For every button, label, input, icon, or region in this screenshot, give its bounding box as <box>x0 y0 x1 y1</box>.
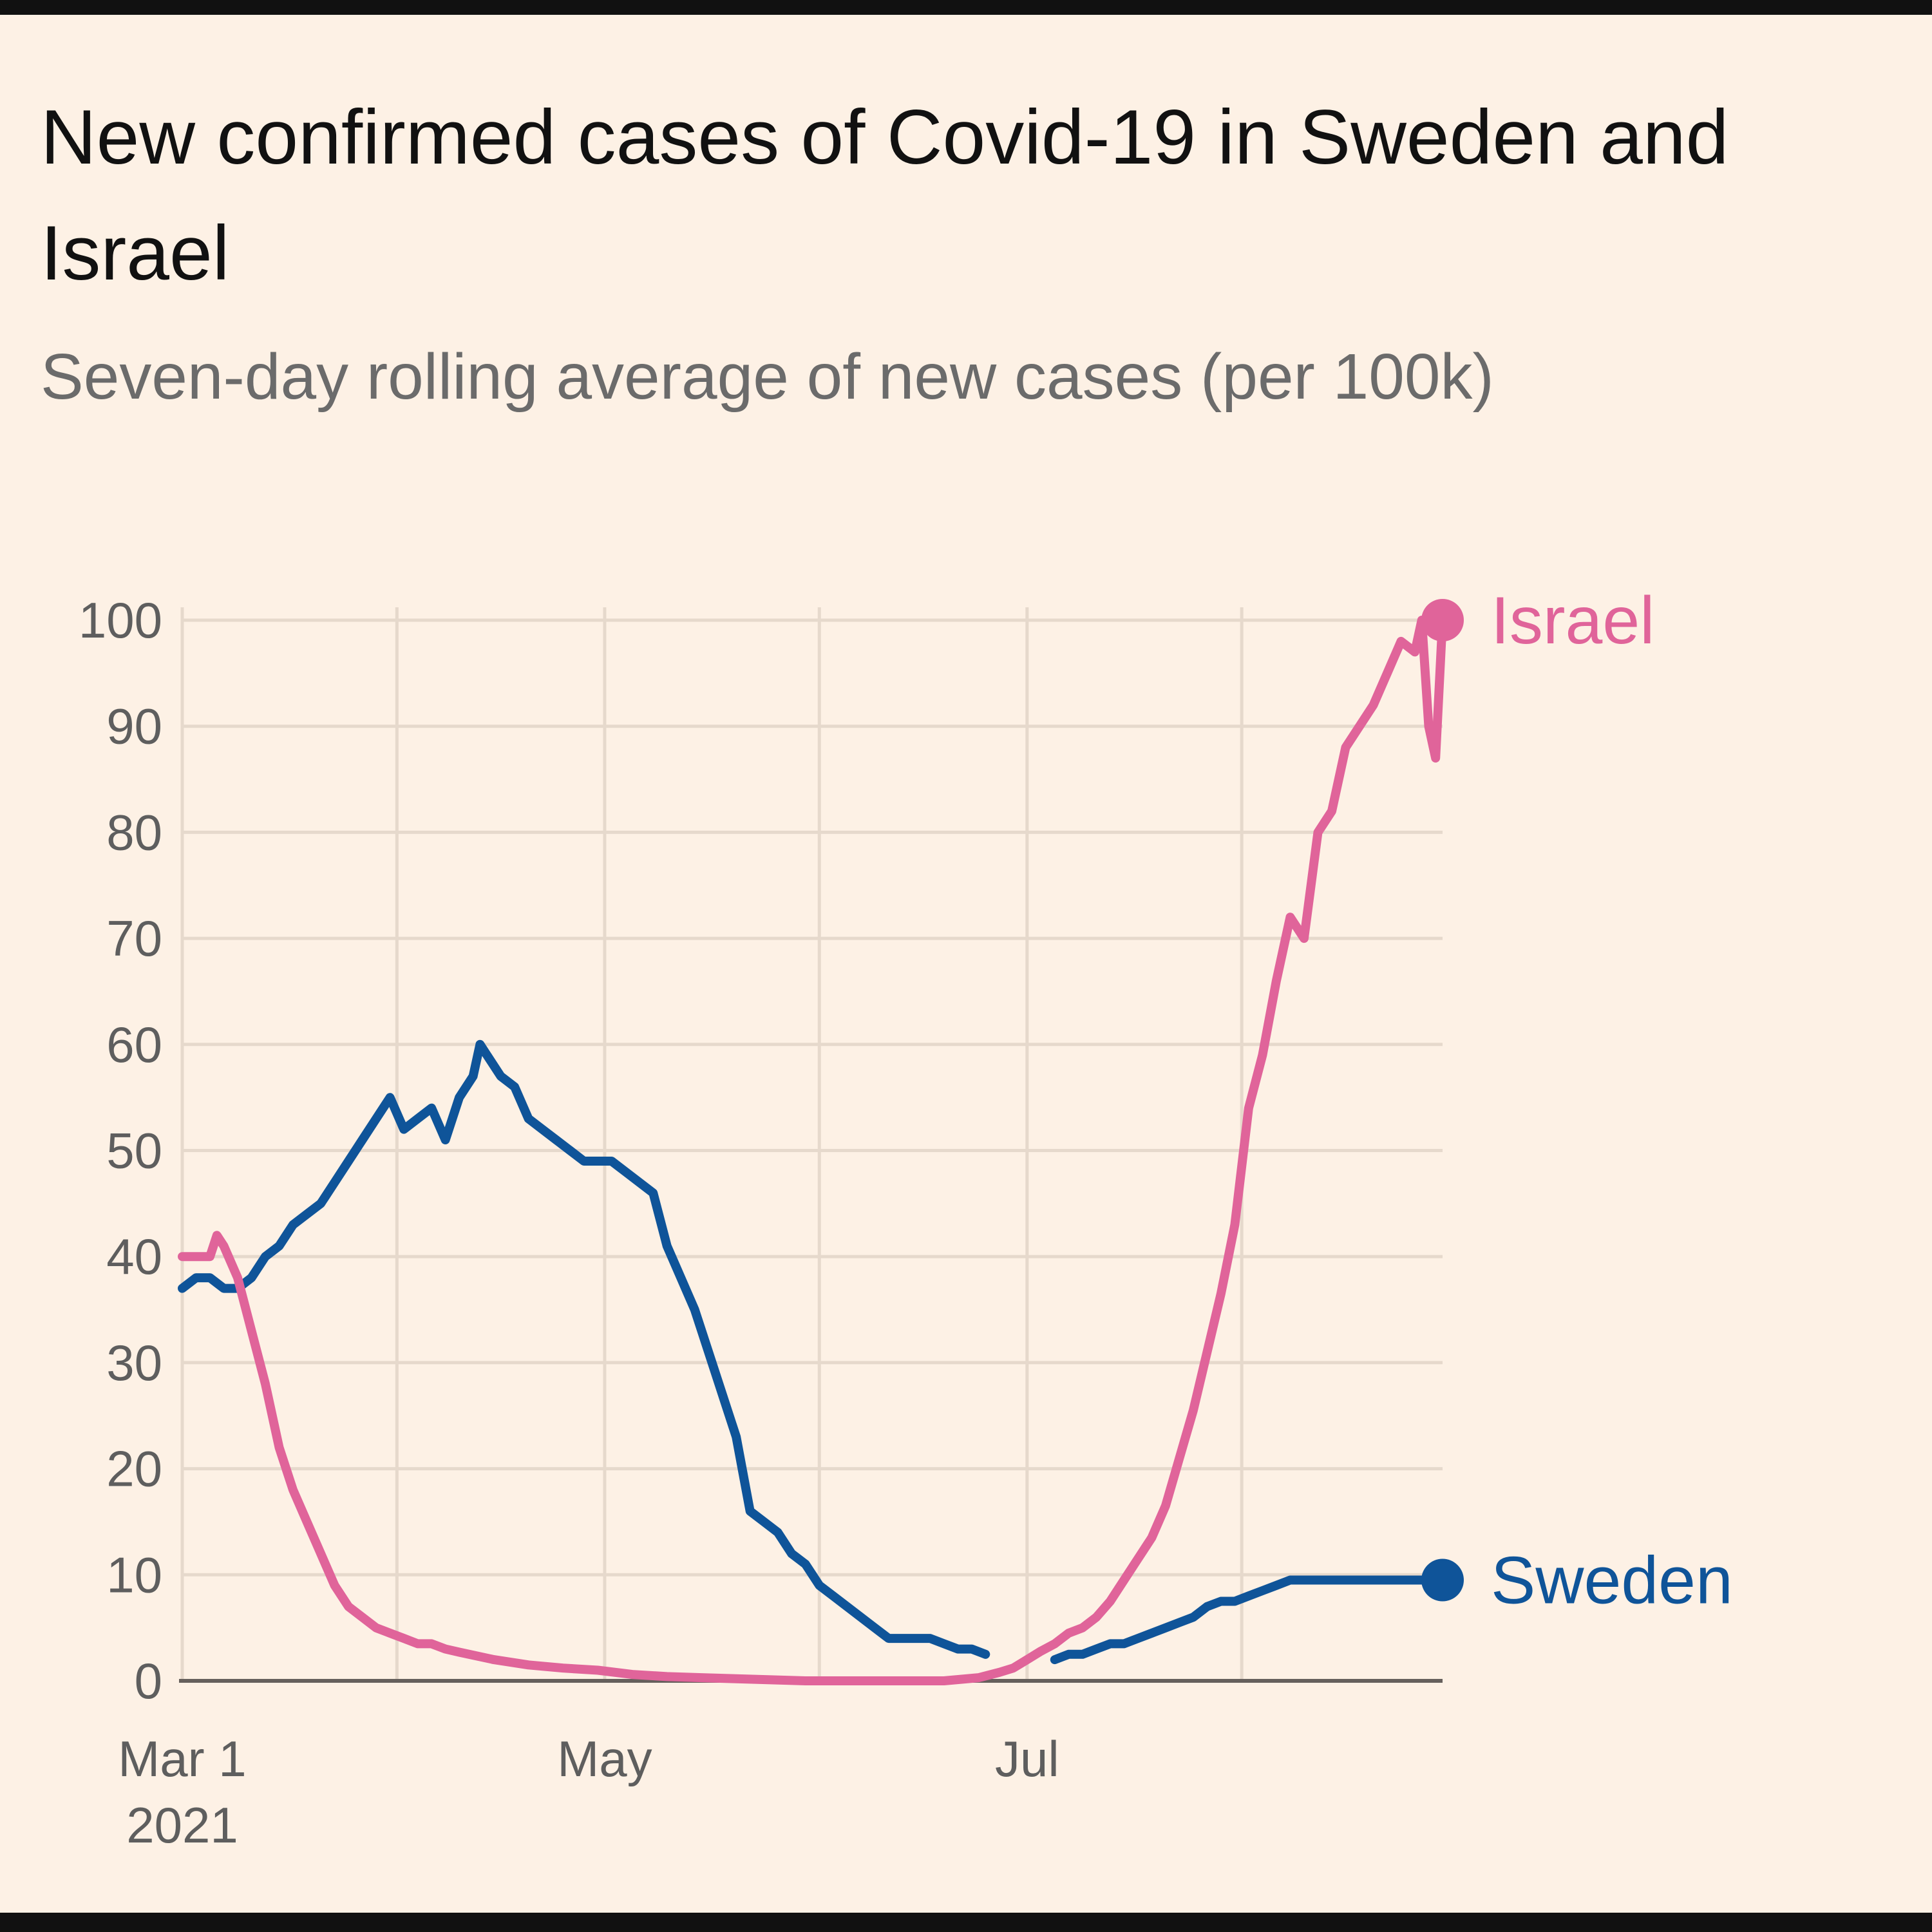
y-tick-label: 90 <box>106 698 162 755</box>
y-tick-label: 60 <box>106 1016 162 1073</box>
series-end-dot-sweden <box>1421 1558 1464 1602</box>
series-end-dot-israel <box>1421 599 1464 641</box>
series-line-sweden <box>178 1039 1447 1665</box>
y-tick-label: 100 <box>79 592 162 649</box>
chart-subtitle: Seven-day rolling average of new cases (… <box>41 341 1494 413</box>
y-tick-label: 10 <box>106 1546 162 1603</box>
y-tick-label: 50 <box>106 1122 162 1179</box>
x-tick-sublabel: 2021 <box>126 1797 238 1853</box>
y-tick-label: 20 <box>106 1441 162 1497</box>
chart-title: New confirmed cases of Covid-19 in Swede… <box>41 94 1729 296</box>
series-label-sweden: Sweden <box>1491 1544 1733 1618</box>
line-chart: 0 10 20 30 40 50 60 70 80 90 100 Mar 1 2021 May Jul Swe… <box>79 583 1733 1853</box>
x-tick-label: Mar 1 <box>118 1730 246 1787</box>
series-line-israel <box>178 616 1447 1685</box>
x-tick-label: May <box>557 1730 652 1787</box>
y-tick-label: 40 <box>106 1228 162 1285</box>
x-tick-label: Jul <box>995 1730 1059 1787</box>
y-tick-label: 30 <box>106 1334 162 1391</box>
chart-panel: New confirmed cases of Covid-19 in Swede… <box>0 15 1932 1913</box>
y-tick-label: 0 <box>135 1653 162 1709</box>
series-label-israel: Israel <box>1491 583 1654 658</box>
y-tick-label: 70 <box>106 910 162 967</box>
y-tick-label: 80 <box>106 804 162 860</box>
